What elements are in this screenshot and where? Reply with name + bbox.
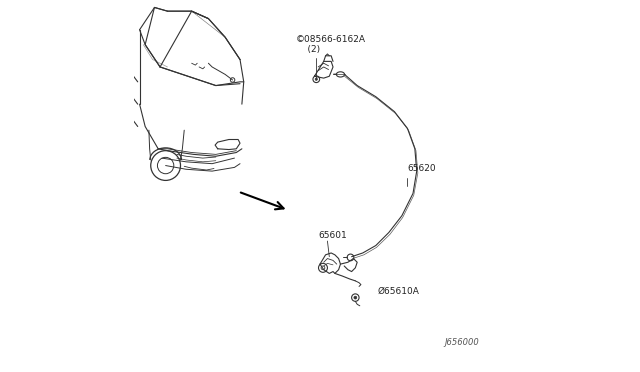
Text: Ø65610A: Ø65610A xyxy=(378,287,420,296)
Circle shape xyxy=(354,296,357,299)
Text: 65620: 65620 xyxy=(408,164,436,173)
Text: J656000: J656000 xyxy=(445,338,479,347)
Circle shape xyxy=(315,78,317,80)
Text: 65601: 65601 xyxy=(318,231,347,240)
Text: ©08566-6162A
    (2): ©08566-6162A (2) xyxy=(296,35,366,54)
